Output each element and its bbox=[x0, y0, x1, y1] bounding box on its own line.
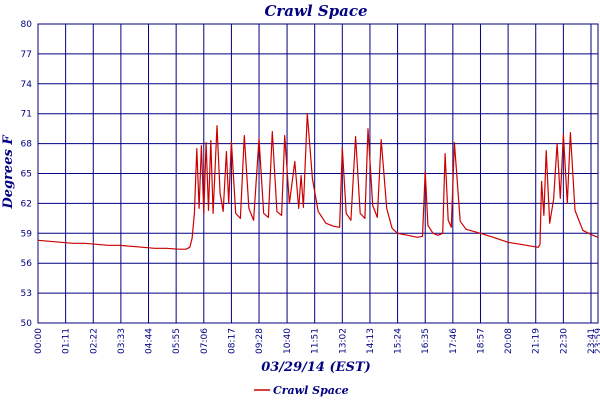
x-tick-label: 23:59 bbox=[594, 328, 600, 354]
x-tick-label: 10:40 bbox=[283, 328, 293, 354]
y-axis-label: Degrees F bbox=[1, 135, 16, 210]
x-tick-label: 22:30 bbox=[559, 328, 569, 354]
x-tick-label: 17:46 bbox=[449, 328, 459, 354]
series-line-0 bbox=[37, 113, 599, 250]
x-tick-label: 11:51 bbox=[311, 328, 321, 354]
x-tick-label: 20:08 bbox=[504, 328, 514, 354]
x-tick-label: 01:11 bbox=[62, 328, 72, 354]
y-tick-label: 71 bbox=[21, 110, 32, 120]
x-tick-label: 02:22 bbox=[89, 328, 99, 354]
x-tick-label: 21:19 bbox=[532, 328, 542, 354]
y-axis-ticks: 50 53 56 59 62 65 68 71 74 77 80 bbox=[21, 20, 33, 329]
x-tick-label: 00:00 bbox=[34, 328, 44, 354]
x-axis-ticks: 00:00 01:11 02:22 03:33 04:44 05:55 07:06 08:17… bbox=[34, 328, 600, 354]
x-tick-label: 23:41 bbox=[587, 328, 597, 354]
y-tick-label: 68 bbox=[21, 140, 33, 150]
x-tick-label: 13:02 bbox=[338, 328, 348, 354]
x-tick-label: 04:44 bbox=[145, 328, 155, 354]
plot-grid bbox=[37, 23, 599, 324]
y-tick-label: 50 bbox=[21, 319, 33, 329]
x-tick-label: 15:24 bbox=[394, 328, 404, 354]
x-tick-label: 09:28 bbox=[255, 328, 265, 354]
plot-frame bbox=[37, 23, 599, 324]
legend: Crawl Space bbox=[254, 384, 349, 397]
x-tick-label: 14:13 bbox=[366, 328, 376, 354]
y-tick-label: 59 bbox=[21, 229, 33, 239]
x-tick-label: 18:57 bbox=[476, 328, 486, 354]
x-tick-label: 03:33 bbox=[117, 328, 127, 354]
y-tick-label: 62 bbox=[21, 199, 32, 209]
legend-label: Crawl Space bbox=[273, 384, 349, 397]
x-axis-label: 03/29/14 (EST) bbox=[261, 360, 371, 375]
y-tick-label: 74 bbox=[21, 80, 33, 90]
x-tick-label: 16:35 bbox=[421, 328, 431, 354]
y-tick-label: 56 bbox=[21, 259, 33, 269]
x-tick-label: 05:55 bbox=[172, 328, 182, 354]
y-tick-label: 53 bbox=[21, 289, 32, 299]
y-tick-label: 77 bbox=[21, 50, 32, 60]
x-tick-label: 07:06 bbox=[200, 328, 210, 354]
y-tick-label: 80 bbox=[21, 20, 33, 30]
series-layer bbox=[37, 113, 599, 250]
chart-title: Crawl Space bbox=[264, 2, 367, 20]
x-tick-label: 08:17 bbox=[227, 328, 237, 354]
y-tick-label: 65 bbox=[21, 170, 32, 180]
